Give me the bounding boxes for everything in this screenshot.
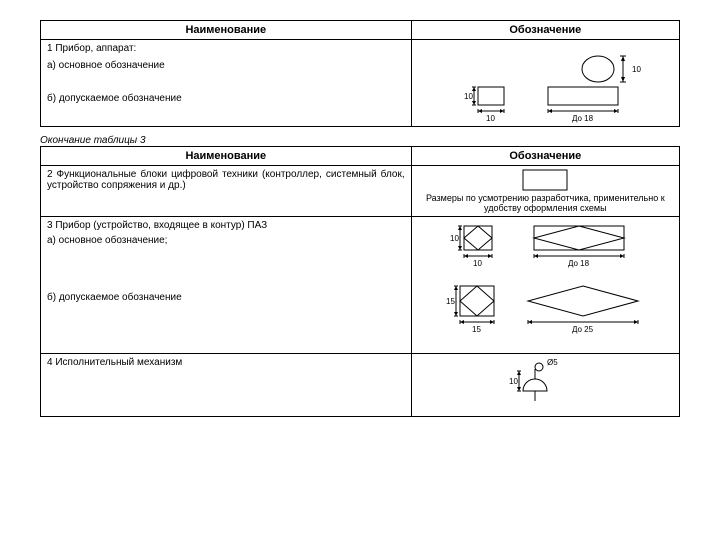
t2-row3-b: б) допускаемое обозначение bbox=[47, 292, 405, 303]
dim-10-paz-h: 10 bbox=[473, 259, 482, 268]
th-name-1: Наименование bbox=[41, 21, 412, 40]
symbol-block bbox=[522, 169, 568, 191]
dim-15-h: 15 bbox=[472, 325, 481, 334]
dim-do18-paz: До 18 bbox=[568, 259, 590, 268]
symbol-device-1: 10 10 10 bbox=[440, 43, 650, 123]
th-sym-1: Обозначение bbox=[411, 21, 679, 40]
t2-row2-text: 2 Функциональные блоки цифровой техники … bbox=[47, 169, 405, 191]
t2-row3-a: а) основное обозначение; bbox=[47, 235, 405, 246]
symbol-actuator: Ø5 10 bbox=[505, 357, 585, 413]
t2-row3-name: 3 Прибор (устройство, входящее в контур)… bbox=[41, 217, 412, 354]
t1-row1-a: а) основное обозначение bbox=[47, 60, 405, 71]
dim-10-rect-h: 10 bbox=[486, 114, 495, 123]
table-1: Наименование Обозначение 1 Прибор, аппар… bbox=[40, 20, 680, 127]
dim-d5: Ø5 bbox=[547, 358, 558, 367]
t2-row2-name: 2 Функциональные блоки цифровой техники … bbox=[41, 166, 412, 217]
t1-row1-b: б) допускаемое обозначение bbox=[47, 93, 405, 104]
th-sym-2: Обозначение bbox=[411, 147, 679, 166]
dim-10-paz-v: 10 bbox=[450, 234, 459, 243]
t1-row1-sym: 10 10 10 bbox=[411, 40, 679, 127]
t2-row4-name: 4 Исполнительный механизм bbox=[41, 354, 412, 417]
dim-10-act: 10 bbox=[509, 377, 518, 386]
dim-10-rect-v: 10 bbox=[464, 92, 473, 101]
t1-row1-name: 1 Прибор, аппарат: а) основное обозначен… bbox=[41, 40, 412, 127]
dim-do18-1: До 18 bbox=[572, 114, 594, 123]
symbol-paz: 10 10 До 1 bbox=[430, 220, 660, 350]
th-name-2: Наименование bbox=[41, 147, 412, 166]
t2-row2-sym: Размеры по усмотрению разработчика, прим… bbox=[411, 166, 679, 217]
t2-row4-text: 4 Исполнительный механизм bbox=[47, 357, 405, 368]
dim-10-circle: 10 bbox=[632, 65, 641, 74]
dim-do25: До 25 bbox=[572, 325, 594, 334]
t2-row3-title: 3 Прибор (устройство, входящее в контур)… bbox=[47, 220, 405, 231]
t2-row4-sym: Ø5 10 bbox=[411, 354, 679, 417]
t1-row1-title: 1 Прибор, аппарат: bbox=[47, 43, 405, 54]
t2-row2-note: Размеры по усмотрению разработчика, прим… bbox=[418, 193, 673, 213]
dim-15-v: 15 bbox=[446, 297, 455, 306]
t2-row3-sym: 10 10 До 1 bbox=[411, 217, 679, 354]
table-caption: Окончание таблицы 3 bbox=[40, 135, 680, 146]
table-2: Наименование Обозначение 2 Функциональны… bbox=[40, 146, 680, 417]
